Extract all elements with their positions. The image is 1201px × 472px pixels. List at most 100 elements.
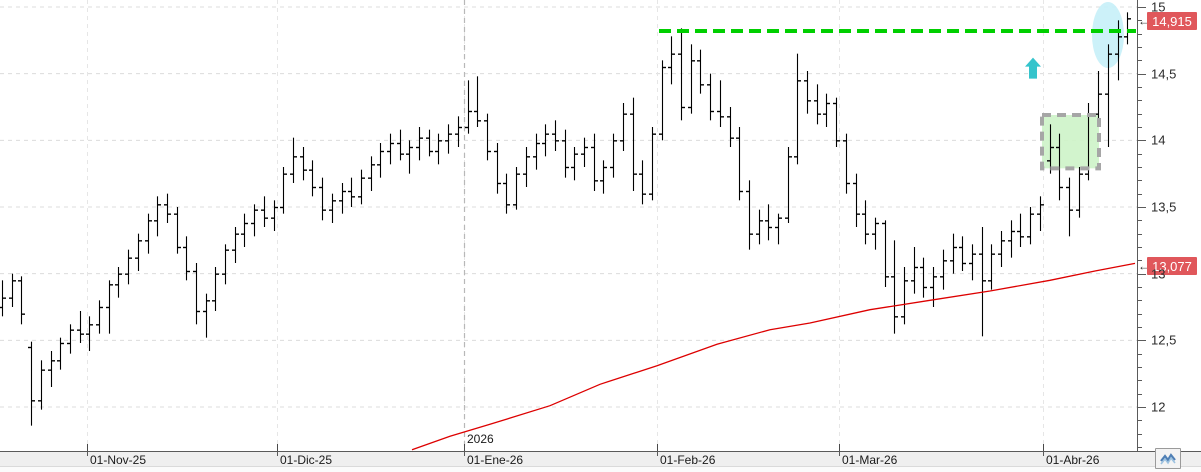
ohlc-bar (765, 204, 772, 241)
y-minor-tick (1138, 33, 1142, 35)
ohlc-bar (1056, 133, 1063, 201)
ohlc-bar (552, 120, 559, 151)
ohlc-bar (1008, 220, 1015, 258)
ohlc-bar (280, 166, 287, 214)
ohlc-bar (872, 217, 879, 250)
y-major-tick (1138, 273, 1146, 275)
y-minor-tick (1138, 380, 1142, 382)
y-axis-label: 14,5 (1151, 66, 1177, 82)
price-scale[interactable]: ← 14,915 ← 13,077 15 14,5 14 13,5 13 12,5 12 (1137, 0, 1201, 451)
ohlc-chart-canvas (0, 0, 1137, 451)
y-minor-tick (1138, 113, 1142, 115)
buy-signal-arrow-icon (1025, 57, 1041, 79)
date-scale[interactable]: 01-Nov-25 01-Dic-25 01-Ene-26 01-Feb-26 01-M… (0, 451, 1201, 467)
y-minor-tick (1138, 367, 1142, 368)
y-minor-tick (1138, 60, 1142, 62)
ohlc-bar (465, 80, 472, 134)
ohlc-bar (358, 169, 365, 205)
chart-plot-area[interactable]: 2026 (0, 0, 1137, 451)
x-tick-mark (464, 452, 465, 456)
ohlc-bar (300, 146, 307, 181)
ohlc-bar (455, 116, 462, 147)
ohlc-bar (135, 233, 142, 271)
ohlc-bar (542, 124, 549, 157)
ohlc-bar (891, 240, 898, 334)
y-axis-label: 13 (1151, 266, 1166, 282)
x-axis-label: 01-Feb-26 (660, 453, 716, 467)
ohlc-bar (697, 49, 704, 94)
y-axis-label: 15 (1151, 0, 1166, 15)
ohlc-bar (523, 146, 530, 187)
ohlc-bar (28, 341, 35, 426)
y-minor-tick (1138, 220, 1142, 222)
ohlc-bar (484, 113, 491, 161)
ohlc-bar (203, 293, 210, 338)
ohlc-bar (823, 93, 830, 127)
ohlc-bar (950, 233, 957, 274)
ohlc-bar (833, 97, 840, 147)
x-axis-label: 01-Abr-26 (1046, 453, 1100, 467)
ohlc-bar (1037, 196, 1044, 231)
ohlc-bar (1027, 206, 1034, 245)
x-axis-label: 01-Dic-25 (280, 453, 333, 467)
ohlc-bar (911, 246, 918, 294)
year-divider-label: 2026 (467, 432, 494, 446)
y-minor-tick (1138, 193, 1142, 195)
ohlc-bar (48, 350, 55, 387)
ohlc-bar (1017, 213, 1024, 247)
ohlc-bar (183, 236, 190, 281)
y-minor-tick (1138, 100, 1142, 102)
ohlc-bar (862, 200, 869, 245)
highlight-box-fill (1042, 114, 1099, 169)
ohlc-bar (503, 173, 510, 214)
y-minor-tick (1138, 20, 1142, 22)
ohlc-bar (717, 80, 724, 127)
ohlc-bar (261, 196, 268, 227)
ohlc-bar (1105, 44, 1112, 147)
ohlc-bar (639, 160, 646, 205)
y-major-tick (1138, 407, 1146, 408)
y-major-tick (1138, 73, 1146, 75)
ohlc-bar (271, 200, 278, 231)
ohlc-bar (843, 133, 850, 194)
y-minor-tick (1138, 47, 1142, 48)
auto-scale-button[interactable] (1155, 448, 1181, 469)
ohlc-bar (988, 244, 995, 290)
ohlc-bars (0, 12, 1131, 426)
y-minor-tick (1138, 127, 1142, 128)
y-major-tick (1138, 140, 1146, 142)
y-minor-tick (1138, 233, 1142, 235)
ohlc-bar (426, 129, 433, 157)
y-major-tick (1138, 7, 1146, 8)
ohlc-bar (736, 126, 743, 201)
x-tick-mark (839, 452, 840, 456)
ohlc-bar (125, 249, 132, 285)
ohlc-bar (581, 137, 588, 167)
ohlc-bar (610, 133, 617, 178)
ohlc-bar (882, 220, 889, 287)
ohlc-bar (794, 53, 801, 165)
ohlc-bar (96, 300, 103, 334)
ohlc-bar (174, 206, 181, 254)
horizontal-scroll-track[interactable] (0, 466, 1201, 472)
ohlc-bar (1047, 124, 1054, 174)
x-axis-label: 01-Nov-25 (90, 453, 147, 467)
ohlc-bar (1124, 12, 1131, 45)
moving-average-line (411, 262, 1136, 451)
y-minor-tick (1138, 287, 1142, 288)
ohlc-bar (154, 196, 161, 237)
ohlc-bar (1066, 177, 1073, 237)
ohlc-bar (630, 97, 637, 191)
y-minor-tick (1138, 393, 1142, 395)
ohlc-bar (348, 177, 355, 207)
ohlc-bar (1076, 166, 1083, 218)
ohlc-bar (940, 249, 947, 290)
ohlc-bar (416, 126, 423, 161)
ohlc-bar (620, 102, 627, 151)
ohlc-bar (435, 133, 442, 165)
ohlc-bar (251, 204, 258, 237)
ohlc-bar (290, 137, 297, 183)
y-minor-tick (1138, 300, 1142, 302)
x-axis-label: 01-Mar-26 (842, 453, 898, 467)
